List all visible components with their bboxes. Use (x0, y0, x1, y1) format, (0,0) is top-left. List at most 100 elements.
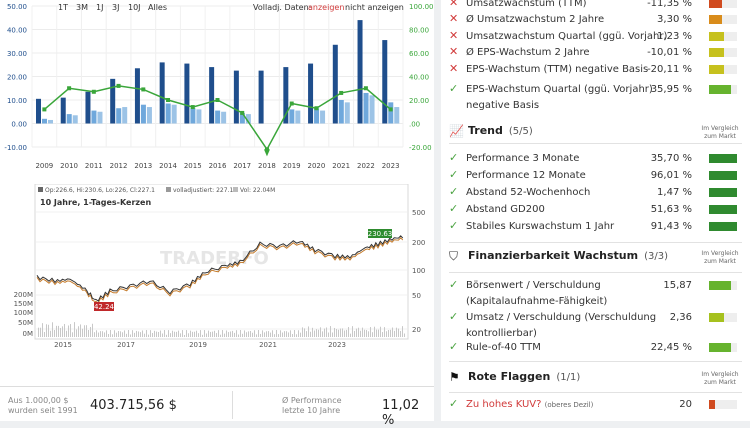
volume-bar (316, 329, 317, 337)
range-alles[interactable]: Alles (148, 3, 168, 12)
volume-bar (66, 330, 67, 337)
volume-bar (220, 334, 221, 337)
growth-row[interactable]: ✕ Umsatzwachstum Quartal (ggü. Vorjahr) 1,… (441, 29, 741, 59)
performance-value: 11,02 % (382, 398, 420, 428)
volume-bar (78, 326, 79, 337)
red-flags-title: Rote Flaggen (468, 370, 551, 383)
price-x-tick: 2015 (54, 341, 72, 349)
x-tick: 2019 (283, 162, 301, 170)
growth-row[interactable]: ✕ Ø Umsatzwachstum 2 Jahre 3,30 % (441, 12, 741, 28)
finance-row[interactable]: ✓ Börsenwert / Verschuldung (Kapitalaufna… (441, 278, 741, 308)
check-icon: ✓ (449, 82, 459, 95)
x-tick: 2014 (159, 162, 177, 170)
volume-bar (194, 331, 195, 337)
red-flag-note: (oberes Dezil) (544, 401, 594, 409)
volume-bar (80, 324, 81, 337)
growth-label: Umsatzwachstum Quartal (ggü. Vorjahr) (466, 31, 668, 42)
volume-bar (54, 330, 55, 337)
volume-bar (178, 330, 179, 337)
volume-bar (404, 333, 405, 337)
volume-bar (42, 323, 43, 337)
red-flags-compare-label: Im Vergleich zum Markt (701, 371, 739, 386)
trend-row[interactable]: ✓ Abstand 52-Wochenhoch 1,47 % (441, 185, 741, 201)
trend-value: 96,01 % (650, 170, 692, 181)
trend-rating-bar (709, 188, 737, 197)
bar-dark (134, 68, 140, 124)
trend-header: 📈 Trend (5/5) Im Vergleich zum Markt (441, 121, 750, 143)
volume-bar (308, 326, 309, 337)
legend-swatch (233, 187, 238, 192)
volume-bar (342, 328, 343, 337)
red-flags-header: ⚑ Rote Flaggen (1/1) Im Vergleich zum Mar… (441, 367, 750, 389)
volume-bar (200, 330, 201, 337)
volume-bar (348, 327, 349, 337)
volume-bar (374, 326, 375, 337)
growth-row[interactable]: ✕ EPS-Wachstum (TTM) negative Basis -20,11… (441, 62, 741, 78)
finance-value: 22,45 % (650, 342, 692, 353)
volladj-show-link[interactable]: anzeigen (308, 3, 345, 12)
trend-row[interactable]: ✓ Performance 3 Monate 35,70 % (441, 151, 741, 167)
range-controls: 1T 3M 1J 3J 10J Alles Volladj. Daten: an… (0, 0, 434, 16)
volume-bar (260, 333, 261, 337)
flag-icon: ⚑ (449, 370, 460, 384)
volume-bar (122, 332, 123, 337)
red-flag-row[interactable]: ✓ Zu hohes KUV? (oberes Dezil) 20 (441, 397, 741, 413)
check-icon: ✓ (449, 202, 459, 215)
range-1t[interactable]: 1T (58, 3, 68, 12)
bar-light-a (338, 100, 344, 124)
growth-row[interactable]: ✕ Umsatzwachstum (TTM) -11,35 % (441, 0, 741, 12)
trend-value: 35,70 % (650, 153, 692, 164)
price-line (36, 235, 404, 302)
volume-bar (142, 330, 143, 337)
x-tick: 2020 (308, 162, 326, 170)
volume-bar (180, 333, 181, 337)
volume-bar (236, 330, 237, 337)
low-price-label: 42.24 (94, 303, 115, 311)
y-left-tick: 10.00 (7, 97, 27, 105)
volume-bar (134, 332, 135, 337)
volume-bar (192, 331, 193, 337)
bar-light-a (239, 112, 245, 124)
volume-bar (166, 334, 167, 337)
bar-light-b (146, 107, 152, 124)
finance-label: Börsenwert / Verschuldung (Kapitalaufnah… (466, 280, 608, 307)
volume-bar (276, 330, 277, 337)
volume-bar (386, 331, 387, 337)
cross-icon: ✕ (449, 0, 459, 9)
price-chart: Op:226.6, Hi:230.6, Lo:226, Cl:227.1 voll… (14, 184, 425, 349)
range-3m[interactable]: 3M (76, 3, 88, 12)
trend-row[interactable]: ✓ Stabiles Kurswachstum 1 Jahr 91,43 % (441, 219, 741, 235)
legend-entry: Op:226.6, Hi:230.6, Lo:226, Cl:227.1 (45, 187, 155, 194)
trend-count: (5/5) (508, 126, 533, 137)
growth-point (339, 90, 344, 95)
volladj-hide-link[interactable]: nicht anzeigen (345, 3, 404, 12)
finance-row[interactable]: ✓ Rule-of-40 TTM 22,45 % (441, 340, 741, 356)
trend-value: 1,47 % (657, 187, 692, 198)
trend-chart-icon: 📈 (449, 124, 464, 138)
trend-row[interactable]: ✓ Abstand GD200 51,63 % (441, 202, 741, 218)
finance-rating-bar (709, 343, 737, 352)
volume-bar (310, 331, 311, 337)
volume-bar (346, 329, 347, 337)
volume-bar (158, 331, 159, 337)
trend-row[interactable]: ✓ Performance 12 Monate 96,01 % (441, 168, 741, 184)
finance-row[interactable]: ✓ Umsatz / Verschuldung (Verschuldung kon… (441, 310, 741, 340)
growth-point (289, 101, 294, 106)
volume-bar (116, 332, 117, 337)
growth-row[interactable]: ✓ EPS-Wachstum Quartal (ggü. Vorjahr) neg… (441, 82, 741, 112)
y-right-tick: .00 (409, 121, 420, 129)
bar-dark (159, 62, 165, 124)
volume-bar (152, 332, 153, 337)
range-10j[interactable]: 10J (128, 3, 141, 12)
volume-bar (338, 329, 339, 337)
growth-row[interactable]: ✕ Ø EPS-Wachstum 2 Jahre -10,01 % (441, 45, 741, 61)
growth-point (240, 110, 245, 115)
check-icon: ✓ (449, 219, 459, 232)
volume-bar (214, 330, 215, 337)
range-3j[interactable]: 3J (112, 3, 120, 12)
volume-bar (164, 330, 165, 337)
finance-header: ⛉ Finanzierbarkeit Wachstum (3/3) Im Verg… (441, 246, 750, 268)
volume-bar (56, 325, 57, 337)
range-1j[interactable]: 1J (96, 3, 104, 12)
trend-label: Performance 12 Monate (466, 170, 586, 181)
